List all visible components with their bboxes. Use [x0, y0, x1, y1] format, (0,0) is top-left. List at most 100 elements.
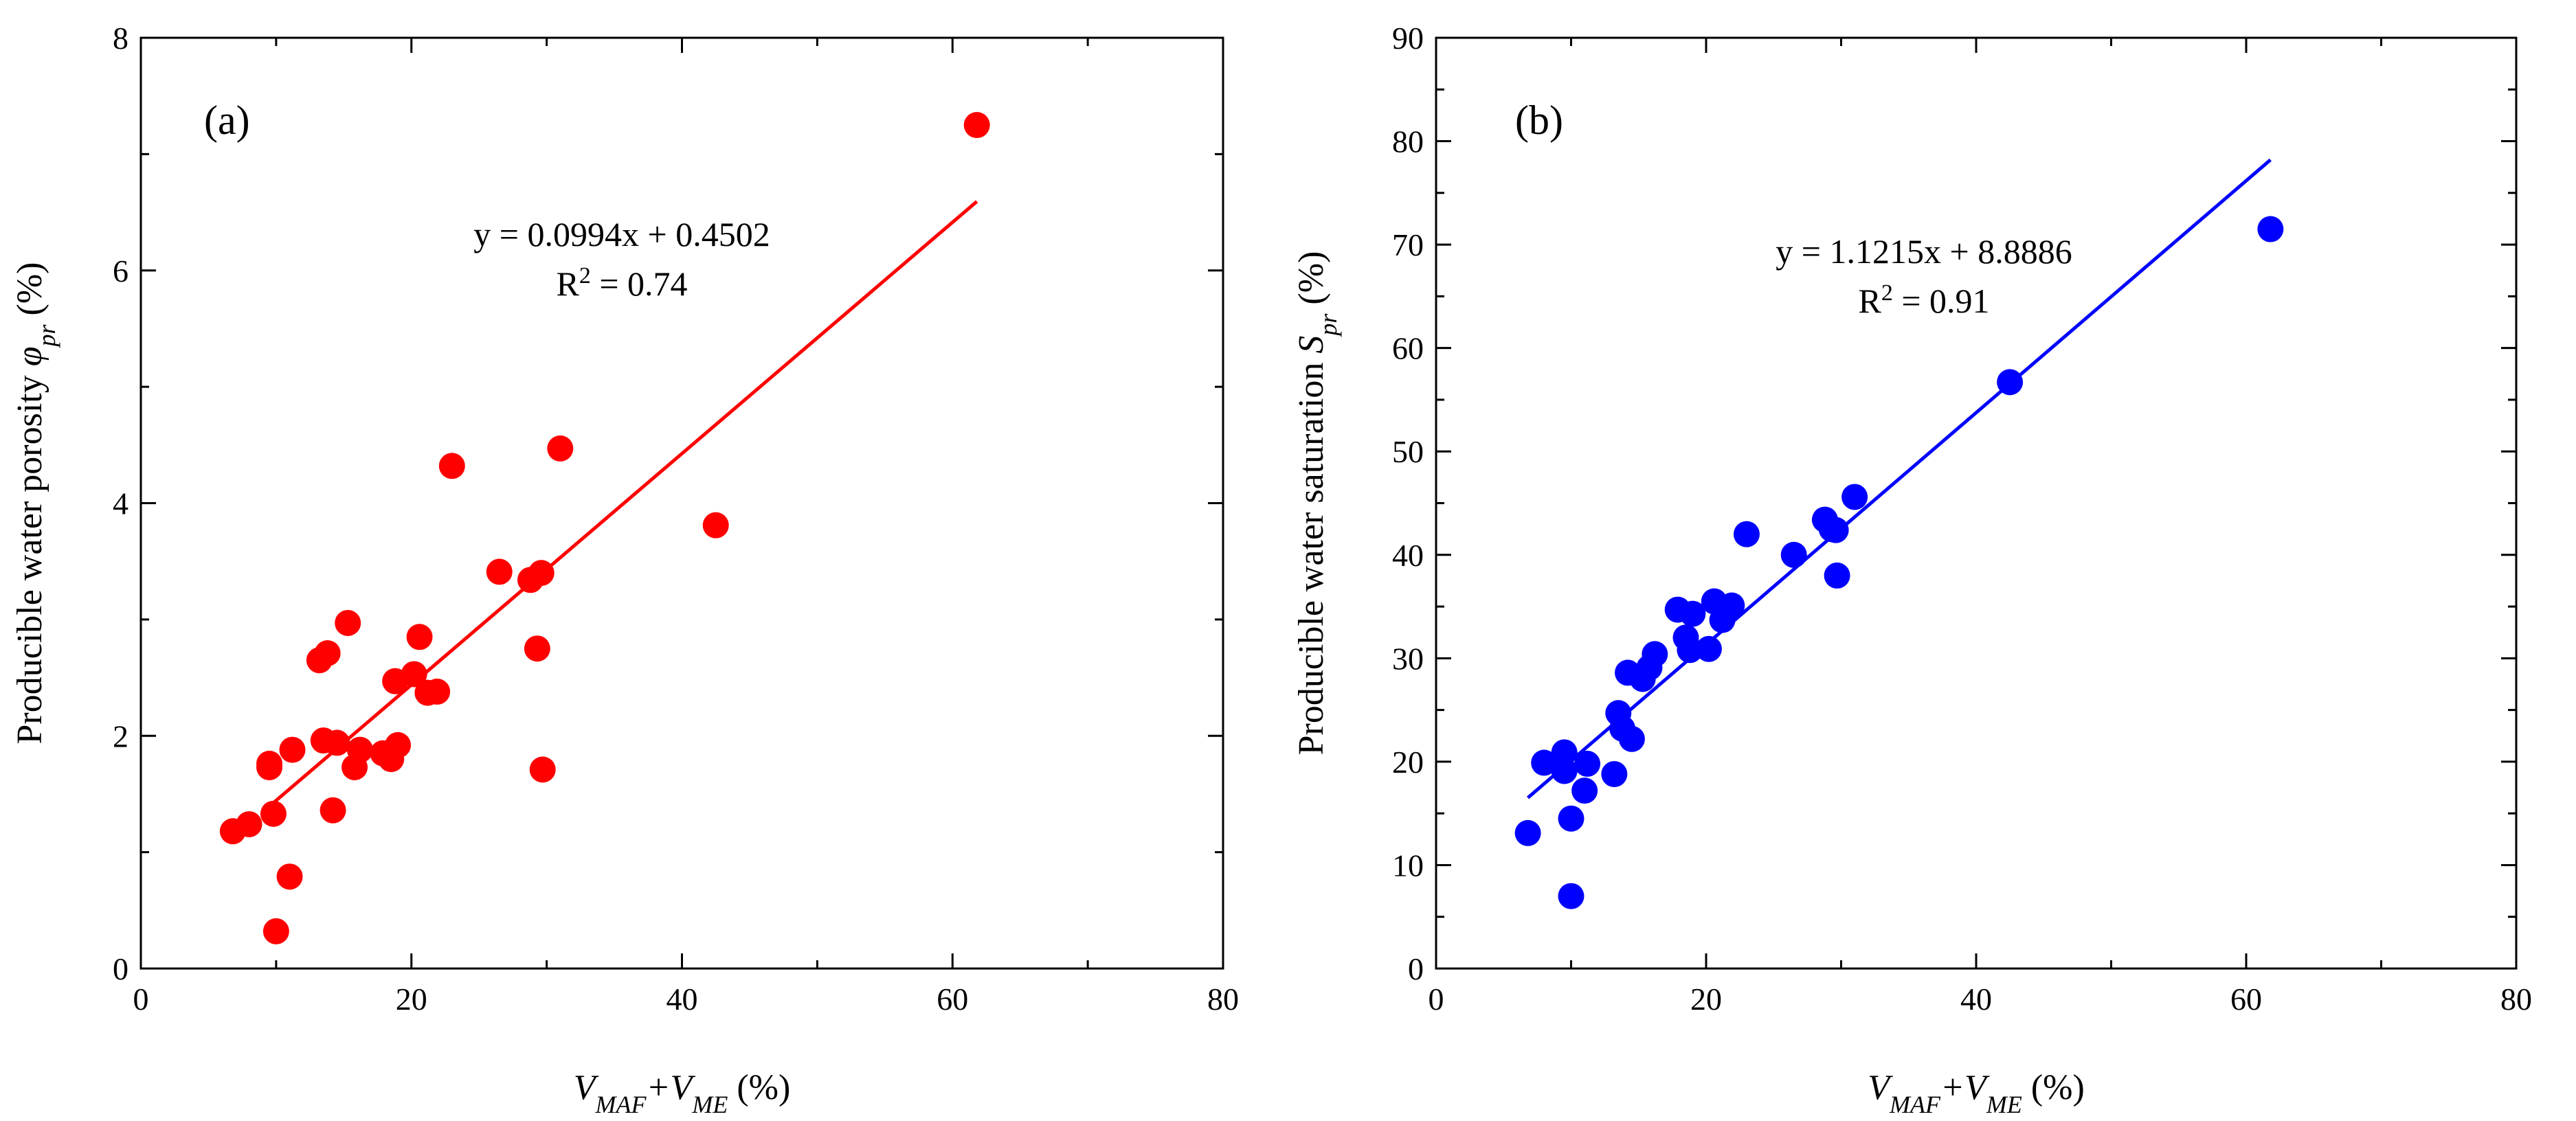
panel-b-y-tick-label: 70 — [1392, 227, 1424, 262]
panel-b-points — [1514, 216, 2284, 909]
panel-b-data-point — [1997, 369, 2024, 396]
panel-a-y-axis-title: Producible water porosity φpr (%) — [10, 262, 60, 745]
panel-b-x-tick-label: 60 — [2230, 982, 2262, 1017]
panel-a-data-point — [528, 560, 555, 587]
panel-a-data-point — [262, 918, 289, 944]
panel-a-x-tick-label: 0 — [133, 982, 149, 1017]
panel-b-r2-sup: 2 — [1881, 280, 1893, 306]
panel-a-ticks: 0 20 40 60 80 0 2 4 6 8 — [113, 21, 1239, 1017]
panel-a-points — [219, 112, 990, 944]
panel-a-fit — [272, 200, 978, 804]
panel-b-x-title-v1: V — [1868, 1068, 1893, 1107]
panel-b: 0 20 40 60 80 0 10 20 30 40 50 60 70 80 90 (b) y = 1.1… — [1292, 21, 2532, 1118]
panel-b-x-title-sub1: MAF — [1889, 1091, 1941, 1118]
panel-a-data-point — [385, 732, 412, 758]
panel-b-y-tick-label: 30 — [1392, 641, 1424, 676]
panel-b-data-point — [1677, 637, 1703, 664]
panel-a-equation: y = 0.0994x + 0.4502 — [473, 215, 770, 253]
panel-b-x-title-sub2: ME — [1986, 1091, 2022, 1118]
panel-a-data-point — [486, 558, 513, 585]
panel-b-plot-frame — [1435, 36, 2518, 970]
panel-a-data-point — [346, 736, 373, 763]
panel-a-data-point — [276, 863, 303, 890]
panel-b-y-title-unit: (%) — [1292, 251, 1331, 314]
panel-b-data-point — [1514, 819, 1541, 846]
panel-a-x-title-plus: +V — [646, 1068, 695, 1107]
panel-b-data-point — [1679, 600, 1706, 627]
panel-a-data-point — [401, 661, 427, 688]
panel-b-r-squared: R2 = 0.91 — [1858, 280, 1989, 321]
panel-b-y-title-sub: pr — [1314, 313, 1342, 338]
panel-b-r2-prefix: R — [1858, 282, 1881, 320]
panel-a-r2-prefix: R — [556, 264, 579, 303]
panel-b-x-tick-label: 20 — [1690, 982, 1722, 1017]
panel-a-y-tick-label: 4 — [113, 486, 128, 521]
panel-a-label: (a) — [204, 98, 250, 143]
panel-b-x-tick-label: 40 — [1960, 982, 1992, 1017]
panel-b-ticks: 0 20 40 60 80 0 10 20 30 40 50 60 70 80 90 — [1392, 21, 2532, 1017]
panel-a-x-tick-label: 20 — [396, 982, 427, 1017]
panel-a-data-point — [236, 811, 262, 837]
panel-b-r2-suffix: = 0.91 — [1893, 282, 1990, 320]
panel-b-x-title-unit: (%) — [2022, 1068, 2085, 1107]
panel-b-data-point — [1718, 592, 1745, 619]
panel-b-data-point — [1558, 883, 1584, 909]
panel-b-y-tick-label: 10 — [1392, 848, 1424, 883]
panel-a-data-point — [279, 736, 306, 763]
panel-b-data-point — [1551, 758, 1578, 784]
panel-b-data-point — [2257, 216, 2284, 242]
panel-b-data-point — [1822, 517, 1849, 543]
panel-a-x-tick-label: 60 — [937, 982, 968, 1017]
panel-a-x-title-sub2: ME — [691, 1091, 728, 1118]
panel-a-y-title-unit: (%) — [10, 262, 49, 325]
panel-a-y-title-main: Producible water porosity — [10, 366, 49, 744]
panel-b-y-title-main: Producible water saturation — [1292, 354, 1331, 756]
panel-a-plot-frame — [139, 36, 1224, 970]
panel-b-data-point — [1642, 641, 1668, 668]
panel-a-data-point — [438, 453, 465, 479]
panel-a-x-tick-label: 40 — [667, 982, 698, 1017]
panel-a-data-point — [335, 609, 361, 636]
panel-b-data-point — [1551, 739, 1578, 766]
panel-b-data-point — [1574, 750, 1601, 777]
panel-a-fit-line — [272, 200, 978, 804]
panel-b-equation: y = 1.1215x + 8.8886 — [1776, 232, 2072, 271]
panel-a-data-point — [260, 800, 287, 827]
panel-b-data-point — [1531, 749, 1558, 776]
panel-a-y-tick-label: 2 — [113, 718, 128, 754]
panel-a-data-point — [702, 512, 729, 539]
panel-b-x-axis-title: VMAF+VME (%) — [1868, 1068, 2085, 1118]
panel-b-y-axis-title: Producible water saturation Spr (%) — [1292, 251, 1342, 756]
panel-b-y-title-symbol: S — [1292, 336, 1331, 354]
panel-b-y-tick-label: 20 — [1392, 745, 1424, 780]
panel-b-data-point — [1841, 484, 1868, 510]
panel-b-y-tick-label: 80 — [1392, 124, 1424, 159]
panel-b-y-tick-label: 0 — [1408, 951, 1424, 986]
panel-a-data-point — [424, 678, 451, 705]
panel-b-y-tick-label: 40 — [1392, 538, 1424, 573]
panel-a-data-point — [256, 754, 283, 780]
panel-b-data-point — [1695, 635, 1722, 662]
panel-a-y-tick-label: 0 — [113, 951, 128, 986]
panel-a-x-title-v1: V — [574, 1068, 599, 1107]
panel-a-x-title-unit: (%) — [728, 1068, 790, 1107]
panel-b-y-tick-label: 50 — [1392, 434, 1424, 469]
panel-a-r2-suffix: = 0.74 — [591, 264, 688, 303]
panel-a-data-point — [529, 756, 556, 783]
panel-b-data-point — [1571, 778, 1598, 804]
panel-b-x-tick-label: 0 — [1429, 982, 1444, 1017]
panel-b-y-tick-label: 60 — [1392, 331, 1424, 366]
panel-b-data-point — [1824, 562, 1850, 589]
panel-a-r2-sup: 2 — [579, 263, 591, 288]
panel-a-data-point — [524, 635, 550, 662]
panel-b-data-point — [1780, 541, 1807, 568]
panel-a-y-tick-label: 6 — [113, 253, 128, 288]
panel-b-x-tick-label: 80 — [2500, 982, 2532, 1017]
panel-b-data-point — [1618, 725, 1645, 752]
panel-a-data-point — [324, 729, 350, 756]
panel-a-y-title-symbol: φ — [10, 346, 49, 366]
panel-b-fit — [1526, 158, 2272, 800]
panel-a-r-squared: R2 = 0.74 — [556, 263, 687, 304]
